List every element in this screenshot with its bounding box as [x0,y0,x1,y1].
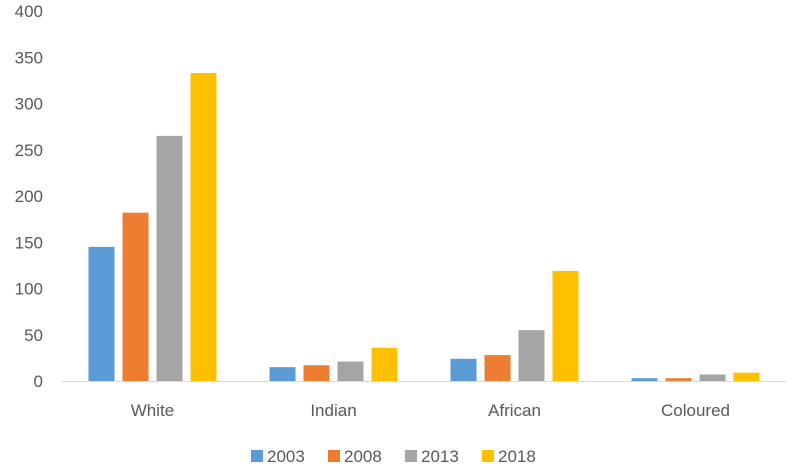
legend: 2003 2008 2013 2018 [251,447,536,464]
bar-coloured-2003 [631,378,658,381]
bar-indian-2018 [371,347,398,381]
bar-coloured-2013 [699,374,726,381]
bar-african-2008 [484,355,511,381]
y-tick-label-50: 50 [24,326,43,345]
y-tick-label-300: 300 [15,95,43,114]
legend-label-2018: 2018 [498,447,536,464]
legend-swatch-2018 [482,450,494,462]
legend-swatch-2013 [405,450,417,462]
legend-item-2018: 2018 [482,447,536,464]
bars-group [88,72,760,381]
bar-white-2008 [122,212,149,381]
legend-label-2003: 2003 [267,447,305,464]
category-labels: White Indian African Coloured [131,401,730,420]
category-label-coloured: Coloured [661,401,730,420]
bar-african-2003 [450,358,477,381]
y-tick-label-400: 400 [15,2,43,21]
y-tick-label-150: 150 [15,233,43,252]
category-label-indian: Indian [310,401,356,420]
y-tick-label-250: 250 [15,141,43,160]
legend-label-2008: 2008 [344,447,382,464]
y-tick-label-0: 0 [34,372,43,391]
bar-african-2018 [552,270,579,381]
y-tick-label-100: 100 [15,280,43,299]
bar-indian-2013 [337,361,364,381]
bar-coloured-2008 [665,378,692,381]
y-tick-label-350: 350 [15,48,43,67]
bar-white-2013 [156,135,183,381]
bar-indian-2008 [303,365,330,381]
legend-label-2013: 2013 [421,447,459,464]
y-tick-label-200: 200 [15,187,43,206]
legend-item-2013: 2013 [405,447,459,464]
bar-white-2003 [88,246,115,381]
legend-swatch-2008 [328,450,340,462]
legend-item-2008: 2008 [328,447,382,464]
bar-coloured-2018 [733,372,760,381]
category-label-white: White [131,401,174,420]
legend-swatch-2003 [251,450,263,462]
legend-item-2003: 2003 [251,447,305,464]
y-axis-tick-labels: 0 50 100 150 200 250 300 350 400 [15,2,43,391]
category-label-african: African [488,401,541,420]
bar-african-2013 [518,330,545,381]
bar-indian-2003 [269,367,296,381]
bar-white-2018 [190,72,217,381]
